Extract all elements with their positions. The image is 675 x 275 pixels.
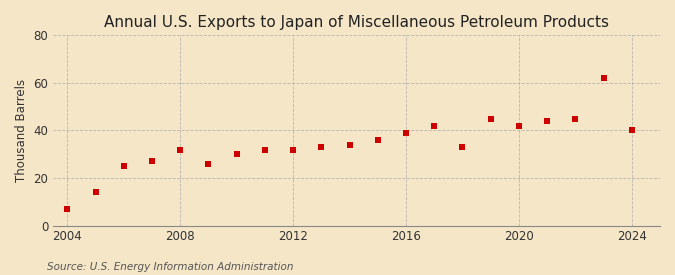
Point bbox=[401, 131, 412, 135]
Text: Source: U.S. Energy Information Administration: Source: U.S. Energy Information Administ… bbox=[47, 262, 294, 272]
Point bbox=[542, 119, 553, 123]
Point bbox=[316, 145, 327, 149]
Point bbox=[598, 76, 609, 80]
Point bbox=[203, 162, 214, 166]
Point bbox=[175, 147, 186, 152]
Point bbox=[259, 147, 270, 152]
Point bbox=[429, 123, 439, 128]
Point bbox=[344, 142, 355, 147]
Point bbox=[626, 128, 637, 133]
Point bbox=[514, 123, 524, 128]
Point bbox=[232, 152, 242, 156]
Point bbox=[288, 147, 298, 152]
Point bbox=[62, 207, 73, 211]
Point bbox=[118, 164, 129, 168]
Point bbox=[373, 138, 383, 142]
Y-axis label: Thousand Barrels: Thousand Barrels bbox=[15, 79, 28, 182]
Point bbox=[90, 190, 101, 194]
Point bbox=[570, 116, 580, 121]
Point bbox=[146, 159, 157, 164]
Title: Annual U.S. Exports to Japan of Miscellaneous Petroleum Products: Annual U.S. Exports to Japan of Miscella… bbox=[104, 15, 609, 30]
Point bbox=[457, 145, 468, 149]
Point bbox=[485, 116, 496, 121]
